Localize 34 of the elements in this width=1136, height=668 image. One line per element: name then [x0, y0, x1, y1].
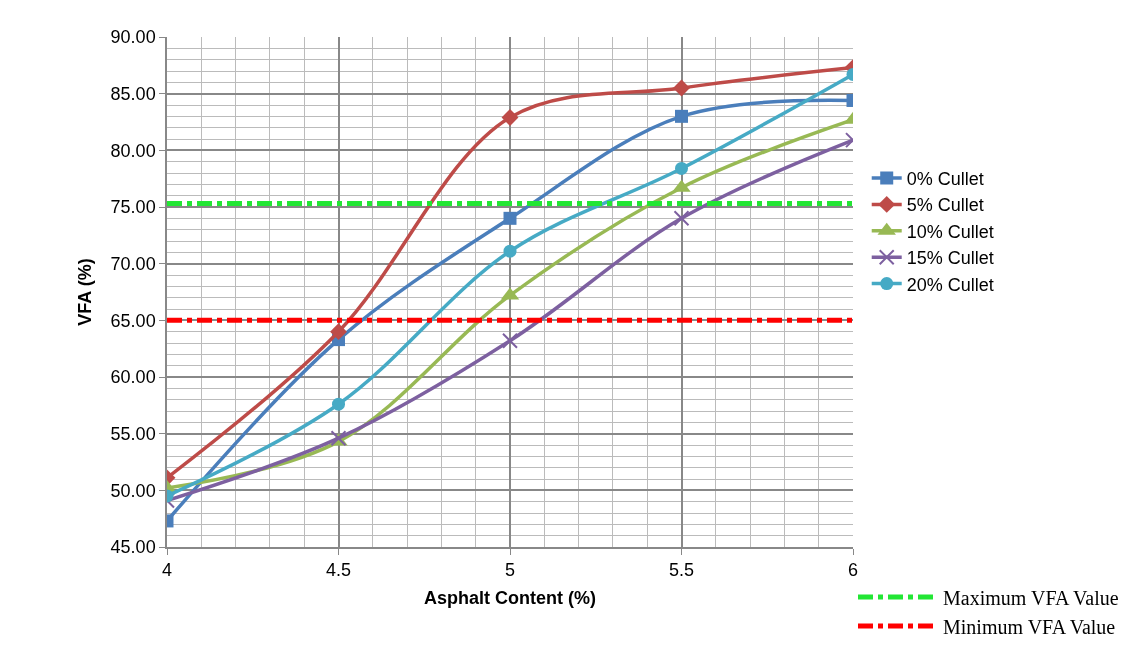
legend-label: 10% Cullet [906, 221, 994, 242]
point [330, 323, 347, 341]
y-tick-label: 65.00 [110, 310, 156, 331]
y-tick-label: 55.00 [110, 423, 156, 444]
y-axis-title: VFA (%) [75, 258, 96, 326]
legend-label: 20% Cullet [906, 274, 994, 295]
point [503, 244, 517, 258]
legend-label: Maximum VFA Value [943, 586, 1119, 609]
x-tick-label: 5 [504, 560, 516, 581]
y-tick-label: 60.00 [110, 367, 156, 388]
y-tick-label: 70.00 [110, 253, 156, 274]
point [332, 397, 345, 411]
point [502, 332, 518, 349]
point [673, 210, 690, 227]
legend-label: 5% Cullet [906, 195, 984, 216]
point [673, 79, 690, 97]
y-tick-label: 90.00 [110, 27, 156, 48]
y-tick-label: 75.00 [110, 197, 156, 218]
point [503, 211, 517, 225]
legend-label: Minimum VFA Value [943, 615, 1116, 638]
x-tick-label: 6 [847, 560, 859, 581]
legend-label: 0% Cullet [906, 169, 984, 190]
x-tick-label: 4 [161, 560, 173, 581]
y-tick-label: 80.00 [110, 140, 156, 161]
x-tick-label: 5.5 [668, 560, 695, 581]
point [675, 161, 688, 175]
x-axis-title: Asphalt Content (%) [424, 587, 596, 608]
point [501, 109, 519, 126]
legend-label: 15% Cullet [906, 248, 994, 269]
y-tick-label: 85.00 [110, 83, 156, 104]
point [675, 109, 688, 123]
x-tick-label: 4.5 [325, 560, 352, 581]
y-tick-label: 45.00 [110, 537, 156, 558]
y-tick-label: 50.00 [110, 480, 156, 501]
